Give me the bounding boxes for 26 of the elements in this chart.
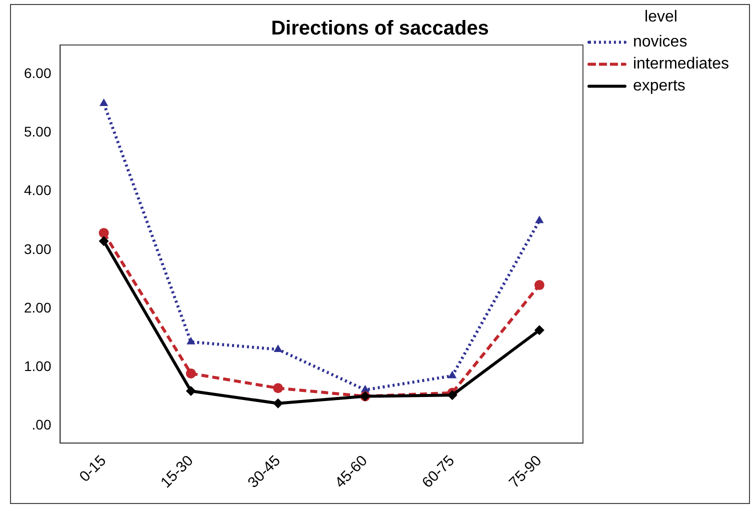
- y-tick-label: 2.00: [24, 299, 52, 316]
- y-tick-label: 1.00: [24, 358, 52, 374]
- chart-title: Directions of saccades: [271, 18, 489, 40]
- legend-title: level: [644, 8, 678, 26]
- legend-label: experts: [632, 78, 686, 95]
- legend-label: intermediates: [632, 56, 729, 73]
- point: [186, 336, 196, 344]
- y-tick-label: 5.00: [24, 124, 52, 140]
- y-tick-label: 4.00: [24, 182, 52, 198]
- point: [534, 280, 544, 290]
- point: [447, 390, 458, 400]
- point: [186, 386, 196, 396]
- y-tick-label: 6.00: [24, 65, 52, 82]
- point: [273, 383, 284, 394]
- y-tick-label: .00: [32, 416, 52, 432]
- point: [98, 228, 109, 238]
- point: [98, 236, 109, 246]
- point: [273, 398, 284, 408]
- point: [99, 98, 108, 106]
- point: [535, 216, 544, 224]
- point: [534, 325, 544, 336]
- point: [274, 344, 282, 352]
- point: [186, 368, 196, 378]
- y-tick-label: 3.00: [24, 240, 52, 257]
- legend-label: novices: [632, 34, 688, 51]
- point: [448, 370, 457, 378]
